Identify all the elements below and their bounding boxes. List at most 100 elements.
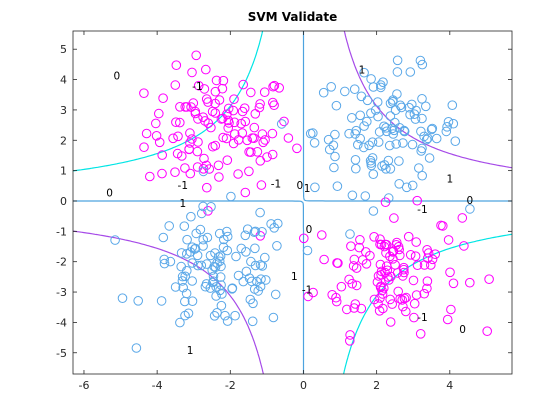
data-point xyxy=(381,239,392,250)
data-point xyxy=(247,316,258,327)
data-point xyxy=(183,308,194,319)
data-point xyxy=(359,67,369,78)
data-point xyxy=(390,105,401,115)
data-point xyxy=(369,294,380,305)
data-point xyxy=(410,114,421,124)
data-point xyxy=(201,94,212,104)
data-point xyxy=(384,140,395,151)
axes-box xyxy=(72,30,513,375)
data-point xyxy=(198,112,208,122)
data-point xyxy=(465,277,475,288)
data-point xyxy=(218,75,229,86)
data-point xyxy=(272,241,282,251)
data-point xyxy=(240,230,251,241)
data-point xyxy=(324,144,335,155)
data-point xyxy=(361,247,371,257)
data-point xyxy=(417,113,427,124)
contour-label: 0 xyxy=(106,187,113,199)
data-point xyxy=(221,133,232,144)
data-point xyxy=(177,276,188,286)
data-point xyxy=(381,126,392,137)
data-point xyxy=(393,286,404,297)
data-point xyxy=(331,100,342,111)
data-point xyxy=(375,234,385,244)
data-point xyxy=(345,336,355,346)
data-point xyxy=(131,343,142,353)
contour-label: 1 xyxy=(187,345,194,357)
data-point xyxy=(258,137,269,148)
data-point xyxy=(173,131,183,142)
data-point xyxy=(257,261,268,271)
data-point xyxy=(240,187,251,198)
data-point xyxy=(382,265,393,276)
data-point xyxy=(117,293,128,304)
data-point xyxy=(268,97,278,108)
data-point xyxy=(241,266,252,277)
data-point xyxy=(187,296,198,307)
data-point xyxy=(369,232,379,242)
data-point xyxy=(411,237,422,247)
data-point xyxy=(171,60,182,70)
data-point xyxy=(206,202,216,212)
data-point xyxy=(302,245,313,256)
data-point xyxy=(193,260,203,271)
data-point xyxy=(378,77,388,87)
data-point xyxy=(356,303,367,314)
data-point xyxy=(249,122,260,133)
contour-label: 1 xyxy=(179,198,186,210)
data-point xyxy=(416,146,427,156)
data-point xyxy=(159,254,169,265)
data-point xyxy=(388,95,398,105)
data-point xyxy=(223,103,234,114)
data-point xyxy=(223,115,234,126)
y-tick-label: 5 xyxy=(60,43,67,56)
data-point xyxy=(330,129,340,140)
data-point xyxy=(309,138,320,148)
data-point xyxy=(233,270,244,281)
data-point xyxy=(319,254,329,265)
data-point xyxy=(401,182,412,193)
data-point xyxy=(442,122,452,132)
data-point xyxy=(385,98,396,109)
data-point xyxy=(218,132,228,143)
data-point xyxy=(267,149,278,160)
data-point xyxy=(394,123,405,133)
data-point xyxy=(214,256,225,267)
data-point xyxy=(376,82,386,93)
data-point xyxy=(244,166,254,177)
data-point xyxy=(192,146,203,157)
series-blue xyxy=(110,55,475,353)
data-point xyxy=(201,160,212,171)
contour-label: 0 xyxy=(467,195,474,207)
data-point xyxy=(249,227,260,237)
data-point xyxy=(368,169,379,179)
data-point xyxy=(381,261,392,272)
data-point xyxy=(198,166,209,177)
data-point xyxy=(237,128,248,138)
data-point xyxy=(215,251,226,261)
data-point xyxy=(426,124,437,135)
data-point xyxy=(385,111,396,121)
data-point xyxy=(310,182,320,193)
data-point xyxy=(370,105,381,115)
x-tick-label: -4 xyxy=(152,379,163,392)
data-point xyxy=(170,282,181,292)
data-point xyxy=(340,86,350,97)
data-point xyxy=(279,116,289,127)
data-point xyxy=(201,64,211,75)
data-point xyxy=(259,87,270,97)
data-point xyxy=(239,103,250,113)
data-point xyxy=(236,243,247,254)
data-point xyxy=(249,133,259,143)
data-point xyxy=(411,290,422,300)
data-point xyxy=(375,239,385,250)
data-point xyxy=(350,299,361,309)
data-point xyxy=(230,310,240,321)
data-point xyxy=(181,288,192,299)
data-point xyxy=(379,241,390,252)
data-point xyxy=(333,258,343,269)
data-point xyxy=(414,163,424,173)
data-point xyxy=(398,138,408,148)
data-point xyxy=(442,314,453,325)
data-point xyxy=(403,231,414,242)
